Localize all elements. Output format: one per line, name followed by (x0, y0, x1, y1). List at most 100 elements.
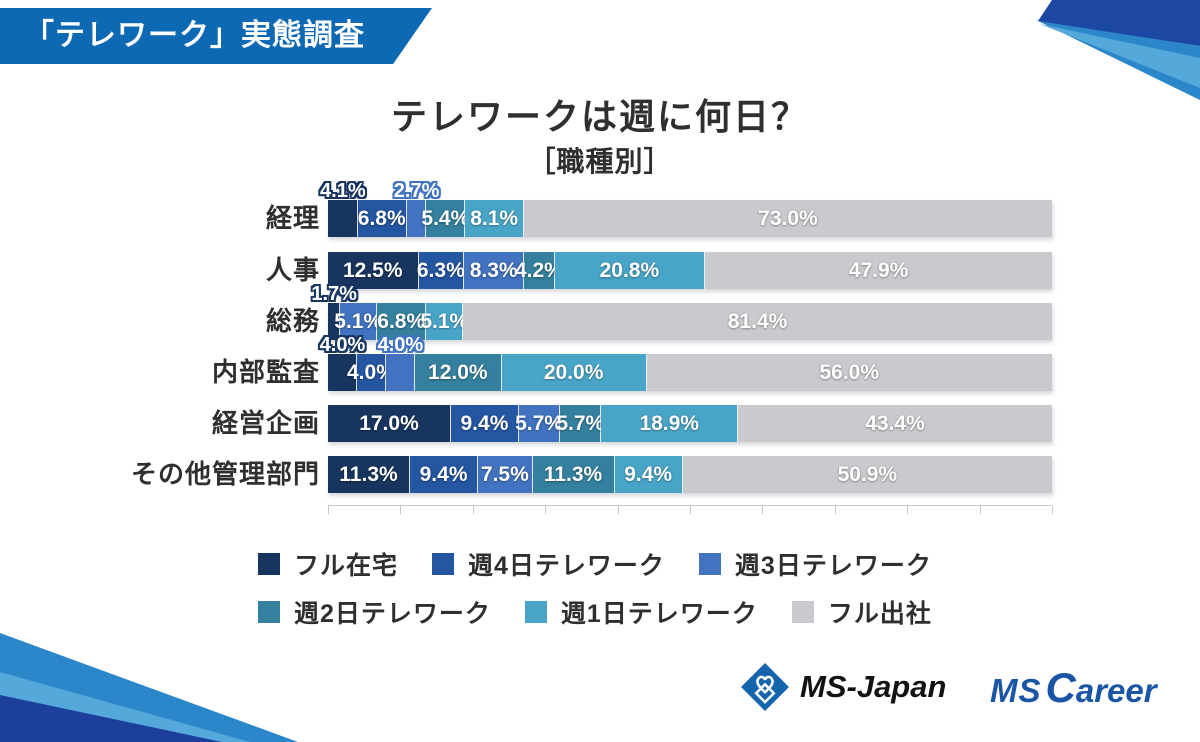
legend-label: 週1日テレワーク (560, 600, 758, 628)
legend-item: フル出社 (791, 594, 932, 630)
bar-value-label: 8.3% (469, 258, 518, 282)
bar-value-label-above: 4.0% (319, 334, 366, 356)
bar-value-label: 9.4% (460, 411, 509, 435)
bar-segment: 50.9% (682, 456, 1052, 493)
legend-label: フル出社 (827, 600, 932, 628)
bar-value-label: 6.3% (416, 258, 465, 282)
axis-tick (690, 506, 691, 514)
bar-segment: 20.0% (501, 354, 647, 391)
chart-row: 人事 12.5% 6.3% 8.3% 4.2% 20.8% 47.9% (130, 252, 1052, 289)
bar-segment: 43.4% (738, 405, 1052, 442)
bar-segment: 56.0% (646, 354, 1052, 391)
bar-segment (328, 303, 341, 340)
axis-tick (472, 506, 474, 514)
legend-swatch (791, 601, 814, 623)
legend-swatch (524, 601, 547, 623)
bar-value-label: 20.0% (543, 360, 604, 384)
bar-segment: 9.4% (450, 405, 519, 442)
legend-row-1: フル在宅 週4日テレワーク 週3日テレワーク (258, 546, 932, 582)
legend-label: 週2日テレワーク (294, 600, 491, 628)
bar-segment: 6.8% (357, 200, 407, 237)
bar-value-label: 4.2% (514, 258, 563, 282)
axis-tick (762, 506, 764, 514)
legend-item: 週1日テレワーク (524, 594, 758, 630)
bar-value-label-above: 2.7% (393, 180, 440, 202)
stacked-bar: 4.0% 4.0% 4.0% 12.0% 20.0% 56.0% (320, 334, 1052, 391)
bar-segment: 47.9% (705, 252, 1052, 289)
bar-value-label: 11.3% (543, 462, 603, 486)
stacked-bar: 11.3% 9.4% 7.5% 11.3% 9.4% 50.9% (328, 456, 1052, 493)
category-label: その他管理部門 (130, 459, 320, 489)
legend-item: 週2日テレワーク (258, 594, 491, 630)
axis-tick (328, 506, 329, 514)
chart-row: 経営企画 17.0% 9.4% 5.7% 5.7% 18.9% 43.4% (130, 405, 1052, 442)
category-label: 総務 (265, 306, 320, 336)
stacked-bar: 12.5% 6.3% 8.3% 4.2% 20.8% 47.9% (328, 252, 1052, 289)
chart-title: テレワークは週に何日？ (390, 96, 809, 137)
chart-row: その他管理部門 11.3% 9.4% 7.5% 11.3% 9.4% 50.9% (130, 456, 1052, 493)
bar-value-label: 9.4% (419, 462, 468, 486)
axis-tick (617, 506, 619, 514)
bar-value-label: 73.0% (758, 206, 818, 230)
bar-segment: 5.4% (421, 200, 469, 237)
bar-segment: 12.5% (328, 252, 419, 289)
bar-segment: 11.3% (532, 456, 615, 493)
category-label: 経営企画 (211, 408, 320, 438)
bar-value-label: 7.5% (480, 462, 529, 486)
bar-segment: 7.5% (478, 456, 533, 493)
header-ribbon: 「テレワーク」実態調査 (0, 8, 432, 64)
bar-segment: 81.4% (463, 303, 1052, 340)
bar-segment: 9.4% (614, 456, 683, 493)
bar-value-label: 20.8% (599, 258, 660, 282)
legend-swatch (432, 553, 455, 575)
bar-segment: 5.1% (334, 303, 382, 340)
bar-value-label: 81.4% (727, 309, 788, 333)
legend-swatch (258, 601, 280, 623)
bar-segment: 5.7% (515, 405, 563, 442)
bar-value-label: 5.7% (515, 411, 563, 435)
bar-value-label-above: 1.7% (311, 283, 357, 305)
axis-tick (907, 506, 909, 514)
legend-item: 週3日テレワーク (698, 546, 932, 582)
legend-label: 週3日テレワーク (734, 552, 932, 580)
bar-value-label: 4.0% (347, 360, 395, 384)
msjapan-diamond-icon (741, 663, 789, 711)
bar-segment: 9.4% (409, 456, 479, 493)
bar-segment: 73.0% (523, 200, 1052, 237)
stacked-bar-chart: 経理 4.1% 6.8% 2.7% 5.4% 8.1% 73.0% 人事 12.5% 6.3% 8.… (130, 0, 1052, 520)
bar-value-label: 43.4% (865, 411, 925, 435)
bar-segment: 18.9% (601, 405, 739, 442)
mscareer-logo-text-areer: areer (1075, 672, 1157, 709)
axis-tick (979, 506, 981, 514)
bar-value-label: 5.4% (421, 206, 470, 230)
category-label: 経理 (265, 203, 320, 233)
bar-value-label: 47.9% (848, 258, 909, 282)
bar-value-label: 17.0% (359, 411, 419, 435)
chart-row: 経理 4.1% 6.8% 2.7% 5.4% 8.1% 73.0% (130, 180, 1052, 237)
bar-value-label: 5.1% (420, 309, 469, 333)
legend-item: フル在宅 (258, 546, 398, 582)
bar-value-label: 11.3% (339, 462, 398, 486)
bar-segment: 4.0% (347, 354, 395, 391)
bar-value-label: 8.1% (470, 206, 519, 230)
bar-segment: 12.0% (414, 354, 502, 391)
bar-segment: 17.0% (328, 405, 451, 442)
category-label: 人事 (265, 255, 320, 285)
msjapan-logo: MS-Japan (740, 662, 946, 712)
legend-label: 週4日テレワーク (468, 552, 665, 580)
bar-value-label-above: 4.1% (320, 180, 366, 202)
legend-swatch (258, 553, 280, 575)
bar-segment: 5.1% (420, 303, 468, 340)
bar-segment: 8.1% (465, 200, 524, 237)
bar-value-label: 56.0% (819, 360, 880, 384)
bar-segment: 5.7% (556, 405, 604, 442)
bar-segment: 8.3% (464, 252, 525, 289)
bar-segment: 6.3% (416, 252, 465, 289)
stacked-bar: 1.7% 5.1% 6.8% 5.1% 81.4% (311, 283, 1052, 340)
bar-segment: 4.2% (515, 252, 563, 289)
bar-segment: 6.8% (377, 303, 427, 340)
chart-row: 総務 1.7% 5.1% 6.8% 5.1% 81.4% (130, 283, 1052, 340)
stacked-bar: 4.1% 6.8% 2.7% 5.4% 8.1% 73.0% (320, 180, 1052, 237)
bar-segment (328, 200, 358, 237)
